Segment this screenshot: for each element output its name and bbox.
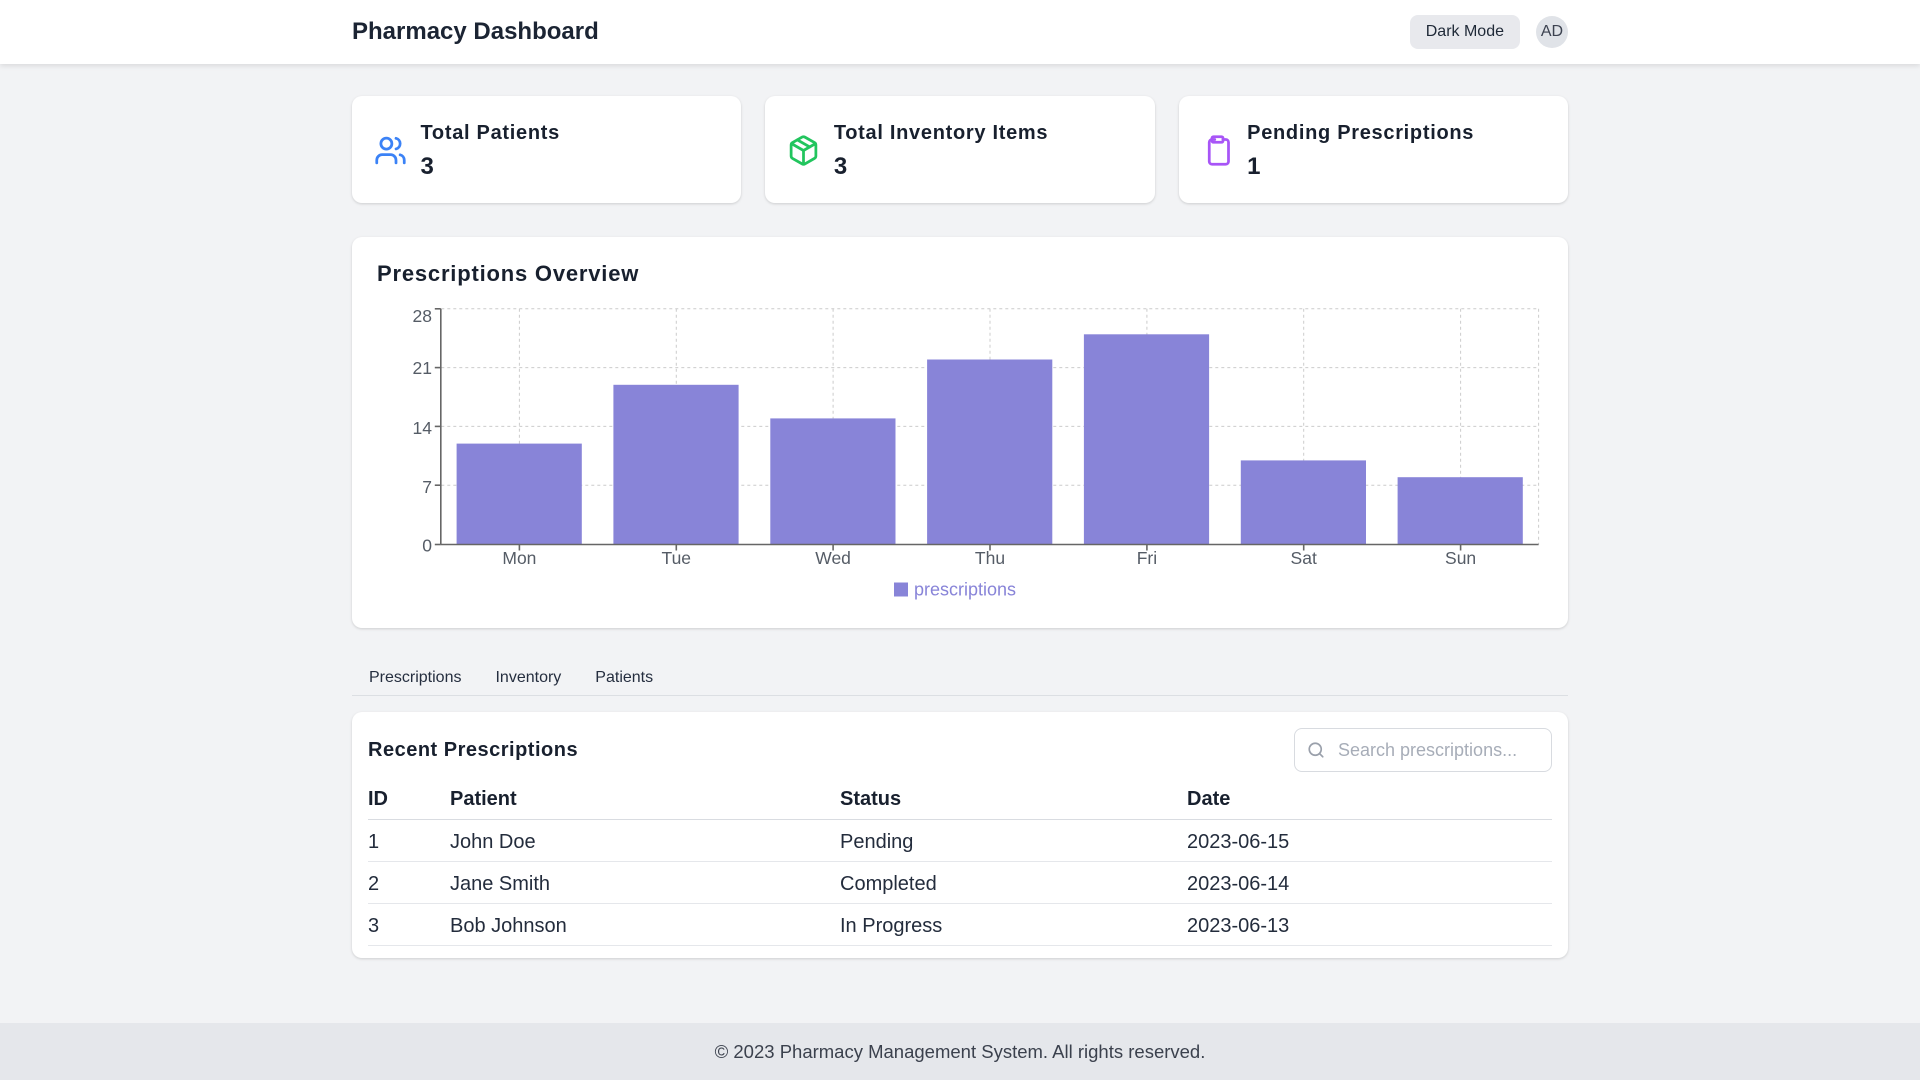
- svg-text:Tue: Tue: [662, 548, 692, 568]
- svg-text:Sat: Sat: [1291, 548, 1317, 568]
- svg-text:7: 7: [422, 477, 432, 497]
- svg-text:Fri: Fri: [1137, 548, 1157, 568]
- svg-text:Mon: Mon: [502, 548, 536, 568]
- svg-text:prescriptions: prescriptions: [914, 580, 1016, 600]
- svg-text:14: 14: [413, 418, 433, 438]
- svg-text:28: 28: [413, 306, 432, 326]
- svg-text:0: 0: [422, 535, 432, 555]
- svg-text:Sun: Sun: [1445, 548, 1476, 568]
- svg-text:Wed: Wed: [815, 548, 851, 568]
- svg-text:Thu: Thu: [975, 548, 1005, 568]
- svg-text:21: 21: [413, 358, 432, 378]
